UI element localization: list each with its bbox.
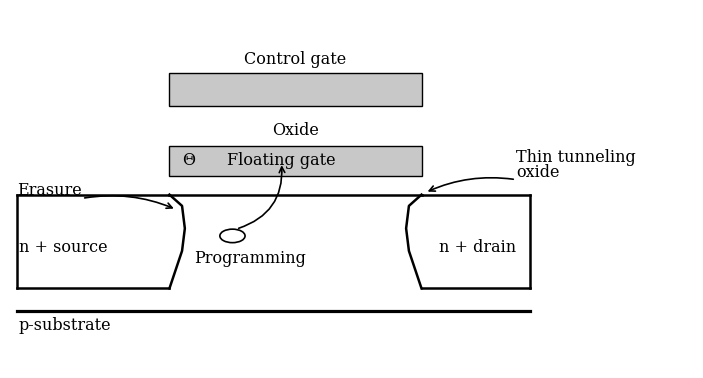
Text: Oxide: Oxide <box>272 122 319 139</box>
Text: Thin tunneling: Thin tunneling <box>516 149 636 166</box>
Bar <box>169 73 422 107</box>
Text: Control gate: Control gate <box>245 51 347 68</box>
Text: n + drain: n + drain <box>439 239 516 256</box>
Text: Floating gate: Floating gate <box>227 152 336 169</box>
Text: Programming: Programming <box>194 250 306 267</box>
Text: Θ: Θ <box>183 152 195 169</box>
Text: oxide: oxide <box>516 164 560 181</box>
Text: n + source: n + source <box>19 239 108 256</box>
Text: Erasure: Erasure <box>17 182 82 199</box>
Bar <box>169 146 422 176</box>
Text: p-substrate: p-substrate <box>19 318 112 335</box>
